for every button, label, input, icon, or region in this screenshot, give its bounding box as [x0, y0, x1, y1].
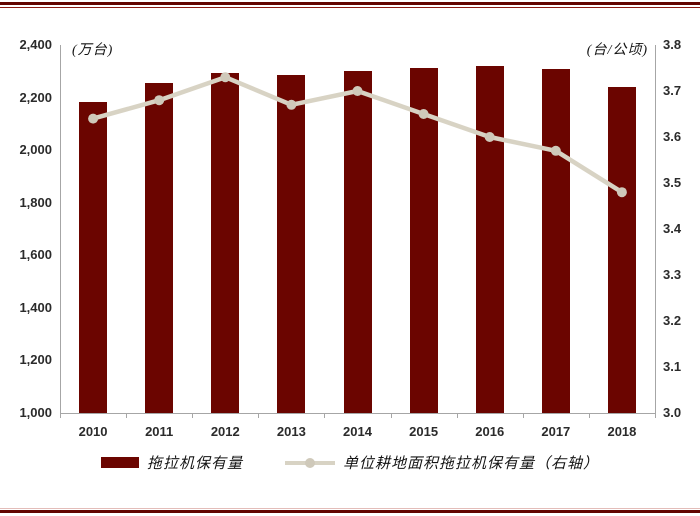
right-axis-tick-label: 3.8: [663, 37, 682, 52]
x-axis-category-label: 2016: [475, 424, 505, 439]
plot-area: [60, 45, 655, 413]
left-axis-tick-label: 1,600: [19, 247, 52, 263]
x-axis-category-label: 2012: [210, 424, 240, 439]
bottom-accent-rule-thin: [0, 508, 700, 509]
bar-2011: [145, 83, 173, 413]
x-axis-category-label: 2015: [409, 424, 439, 439]
x-axis-tick-mark: [60, 413, 61, 418]
left-axis-tick-label: 1,400: [19, 299, 52, 315]
bar-2012: [211, 73, 239, 413]
x-axis-tick-mark: [588, 413, 590, 418]
x-axis-tick-mark: [192, 413, 194, 418]
x-axis-category-label: 2018: [607, 424, 637, 439]
left-axis-tick-label: 1,200: [19, 352, 52, 368]
bar-2016: [476, 66, 504, 413]
line-marker-2016: [484, 132, 495, 142]
top-accent-rule-thin: [0, 7, 700, 8]
line-marker-2017: [550, 145, 561, 156]
right-axis-tick-label: 3.1: [663, 359, 682, 374]
right-axis-unit-label: (台/公顷): [586, 43, 648, 58]
line-swatch-icon: [285, 457, 335, 469]
left-axis-tick-label: 2,000: [19, 142, 52, 158]
x-axis-category-label: 2014: [343, 424, 372, 439]
bar-2018: [608, 87, 636, 413]
legend-item-line: 单位耕地面积拖拉机保有量（右轴）: [285, 452, 599, 473]
x-axis-tick-mark: [126, 413, 128, 418]
left-axis-tick-label: 1,000: [19, 405, 52, 420]
line-marker-2018: [616, 187, 627, 198]
x-axis-category-label: 2013: [276, 424, 306, 439]
bottom-accent-rule-thick: [0, 510, 700, 513]
bar-2017: [542, 69, 570, 413]
x-axis-tick-mark: [655, 413, 656, 418]
legend: 拖拉机保有量 单位耕地面积拖拉机保有量（右轴）: [0, 452, 700, 473]
bar-swatch-icon: [100, 457, 139, 468]
line-series: [88, 72, 627, 198]
legend-label-bars: 拖拉机保有量: [146, 456, 243, 472]
x-axis-tick-mark: [522, 413, 524, 418]
line-marker-2013: [286, 99, 297, 110]
right-axis-tick-label: 3.6: [663, 129, 682, 144]
bar-2013: [277, 75, 305, 413]
legend-item-bars: 拖拉机保有量: [100, 452, 243, 473]
x-axis-line: [60, 413, 656, 414]
x-axis-category-label: 2017: [541, 424, 571, 439]
right-axis-line: [655, 45, 656, 413]
right-axis-tick-label: 3.0: [663, 405, 682, 420]
x-axis-tick-mark: [324, 413, 326, 418]
x-axis-category-label: 2011: [145, 424, 174, 439]
left-axis-tick-label: 2,400: [19, 37, 52, 52]
line-marker-2015: [418, 109, 429, 119]
x-axis-category-label: 2010: [78, 424, 108, 439]
left-axis-line: [60, 45, 61, 413]
bar-2014: [344, 71, 372, 413]
left-axis-tick-label: 1,800: [19, 194, 52, 210]
right-axis-tick-label: 3.2: [663, 313, 682, 328]
line-marker-2010: [88, 113, 99, 124]
x-axis-tick-mark: [258, 413, 260, 418]
x-axis-tick-mark: [456, 413, 458, 418]
bar-2010: [79, 102, 107, 413]
legend-label-line: 单位耕地面积拖拉机保有量（右轴）: [343, 456, 600, 472]
left-axis-tick-label: 2,200: [19, 89, 52, 105]
right-axis-tick-label: 3.4: [663, 221, 682, 236]
line-marker-2012: [220, 72, 231, 83]
line-marker-2014: [352, 86, 363, 96]
right-axis-tick-label: 3.3: [663, 267, 682, 282]
top-accent-rule-thick: [0, 2, 700, 5]
right-axis-tick-label: 3.7: [663, 83, 682, 98]
right-axis-tick-label: 3.5: [663, 175, 682, 190]
line-marker-2011: [154, 95, 165, 106]
left-axis-unit-label: (万台): [72, 43, 114, 58]
bar-2015: [410, 68, 438, 413]
x-axis-tick-mark: [390, 413, 392, 418]
